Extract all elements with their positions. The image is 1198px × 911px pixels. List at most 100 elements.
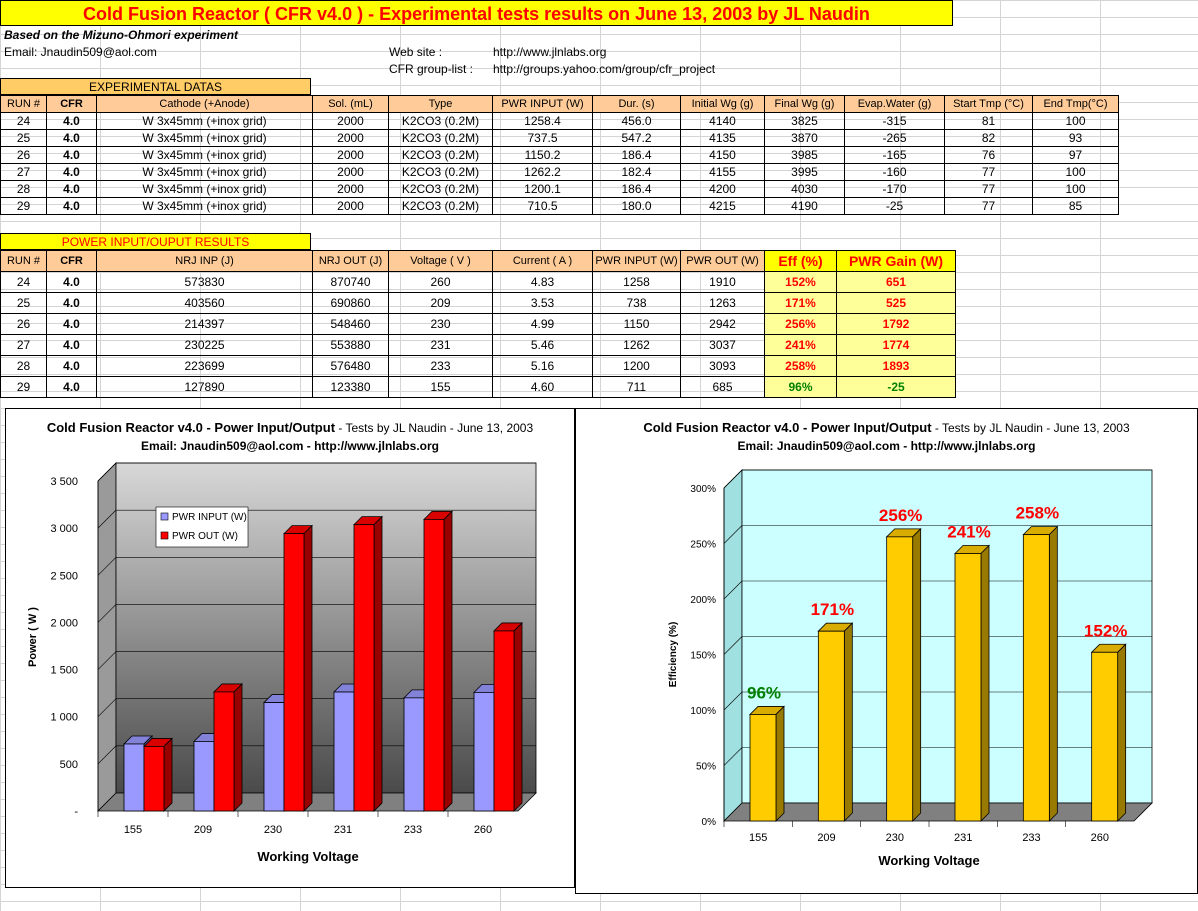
column-header: End Tmp(°C) bbox=[1032, 95, 1119, 113]
table-cell: 4.99 bbox=[492, 313, 593, 335]
website-value: http://www.jlnlabs.org bbox=[493, 45, 607, 59]
column-header: NRJ OUT (J) bbox=[312, 250, 389, 272]
table-cell: 29 bbox=[0, 197, 47, 215]
efficiency-chart-title: Cold Fusion Reactor v4.0 - Power Input/O… bbox=[576, 420, 1197, 435]
table-cell: -25 bbox=[836, 376, 956, 398]
table-cell: 5.16 bbox=[492, 355, 593, 377]
table-cell: K2CO3 (0.2M) bbox=[388, 180, 493, 198]
table-cell: 576480 bbox=[312, 355, 389, 377]
experimental-table: RUN # CFR Cathode (+Anode) Sol. (mL) Type PWR… bbox=[0, 95, 1119, 215]
bar-side bbox=[373, 515, 383, 812]
gridline-side bbox=[97, 698, 117, 717]
x-tick-label: 230 bbox=[264, 824, 282, 836]
table-cell: 4.0 bbox=[46, 313, 97, 335]
table-cell: 1792 bbox=[836, 313, 956, 335]
table-cell: 230225 bbox=[96, 334, 313, 356]
y-tick-label: 500 bbox=[60, 759, 78, 771]
table-cell: 260 bbox=[388, 271, 493, 293]
table-cell: K2CO3 (0.2M) bbox=[388, 112, 493, 130]
table-cell: 710.5 bbox=[492, 197, 593, 215]
bar-side bbox=[163, 737, 173, 812]
bar-side bbox=[912, 527, 922, 822]
bar-side bbox=[980, 544, 990, 822]
table-cell: 186.4 bbox=[592, 180, 681, 198]
table-cell: 230 bbox=[388, 313, 493, 335]
table-row: 25 4.0 403560 690860 209 3.53 738 1263 171% 525 bbox=[0, 292, 956, 314]
table-cell: K2CO3 (0.2M) bbox=[388, 129, 493, 147]
gridline-side bbox=[723, 691, 743, 711]
column-header: NRJ INP (J) bbox=[96, 250, 313, 272]
gridline-side bbox=[723, 469, 743, 489]
column-header: Final Wg (g) bbox=[764, 95, 845, 113]
legend-label: PWR INPUT (W) bbox=[172, 512, 247, 523]
table-cell: 1150 bbox=[592, 313, 681, 335]
table-cell: 1262.2 bbox=[492, 163, 593, 181]
gridline-side bbox=[723, 525, 743, 544]
bar-side bbox=[513, 621, 523, 812]
bar bbox=[283, 533, 305, 812]
table-cell: 1263 bbox=[680, 292, 765, 314]
table-cell: 96% bbox=[764, 376, 837, 398]
column-header: PWR Gain (W) bbox=[836, 250, 956, 272]
table-cell: 81 bbox=[944, 112, 1033, 130]
column-header: PWR INPUT (W) bbox=[592, 250, 681, 272]
table-cell: 76 bbox=[944, 146, 1033, 164]
table-header-row: RUN # CFR NRJ INP (J) NRJ OUT (J) Voltage ( … bbox=[0, 250, 956, 272]
gridline-side bbox=[723, 747, 743, 766]
efficiency-chart: Cold Fusion Reactor v4.0 - Power Input/O… bbox=[575, 408, 1198, 894]
table-cell: 2942 bbox=[680, 313, 765, 335]
table-cell: W 3x45mm (+inox grid) bbox=[96, 129, 313, 147]
table-cell: 171% bbox=[764, 292, 837, 314]
y-tick-label: 2 500 bbox=[50, 570, 78, 582]
experimental-label: EXPERIMENTAL DATAS bbox=[0, 78, 311, 95]
table-cell: W 3x45mm (+inox grid) bbox=[96, 112, 313, 130]
table-cell: 4.0 bbox=[46, 163, 97, 181]
table-header-row: RUN # CFR Cathode (+Anode) Sol. (mL) Type PWR… bbox=[0, 95, 1119, 113]
data-label: 256% bbox=[879, 506, 922, 525]
table-cell: W 3x45mm (+inox grid) bbox=[96, 197, 313, 215]
table-cell: -160 bbox=[844, 163, 945, 181]
table-cell: 77 bbox=[944, 197, 1033, 215]
x-tick-label: 209 bbox=[194, 824, 212, 836]
bar bbox=[1091, 651, 1119, 822]
table-cell: 85 bbox=[1032, 197, 1119, 215]
table-cell: 870740 bbox=[312, 271, 389, 293]
table-cell: W 3x45mm (+inox grid) bbox=[96, 163, 313, 181]
table-cell: 4.0 bbox=[46, 129, 97, 147]
legend-swatch bbox=[160, 512, 169, 521]
table-cell: 2000 bbox=[312, 163, 389, 181]
bar-side bbox=[843, 622, 853, 822]
data-label: 152% bbox=[1084, 621, 1127, 640]
table-cell: 1258 bbox=[592, 271, 681, 293]
column-header: PWR OUT (W) bbox=[680, 250, 765, 272]
y-tick-label: 250% bbox=[690, 540, 716, 551]
table-cell: 223699 bbox=[96, 355, 313, 377]
gridline-side bbox=[723, 636, 743, 655]
x-tick-label: 231 bbox=[334, 824, 352, 836]
bar-side bbox=[1117, 643, 1127, 822]
table-cell: 548460 bbox=[312, 313, 389, 335]
y-tick-label: 100% bbox=[690, 706, 716, 717]
power-chart-title-suffix: - Tests by JL Naudin - June 13, 2003 bbox=[335, 421, 534, 435]
y-tick-label: 150% bbox=[690, 651, 716, 662]
column-header: Type bbox=[388, 95, 493, 113]
table-cell: 4.0 bbox=[46, 112, 97, 130]
column-header: Sol. (mL) bbox=[312, 95, 389, 113]
y-tick-label: 1 500 bbox=[50, 665, 78, 677]
efficiency-chart-title-main: Cold Fusion Reactor v4.0 - Power Input/O… bbox=[643, 420, 932, 435]
efficiency-chart-subtitle: Email: Jnaudin509@aol.com - http://www.j… bbox=[737, 439, 1036, 453]
group-label: CFR group-list : bbox=[389, 62, 474, 76]
table-cell: 28 bbox=[0, 180, 47, 198]
table-cell: 4.0 bbox=[46, 292, 97, 314]
table-cell: 100 bbox=[1032, 112, 1119, 130]
efficiency-chart-plot: 0% 50% 100% 150% 200% 250% 300% 96% 155 171% 209 25… bbox=[668, 469, 1153, 868]
table-cell: 24 bbox=[0, 112, 47, 130]
table-cell: 737.5 bbox=[492, 129, 593, 147]
y-tick-label: 3 500 bbox=[50, 476, 78, 488]
bar bbox=[749, 714, 777, 822]
data-label: 171% bbox=[811, 600, 854, 619]
table-cell: 1200 bbox=[592, 355, 681, 377]
table-cell: 2000 bbox=[312, 180, 389, 198]
bar bbox=[213, 691, 235, 812]
table-cell: 1893 bbox=[836, 355, 956, 377]
